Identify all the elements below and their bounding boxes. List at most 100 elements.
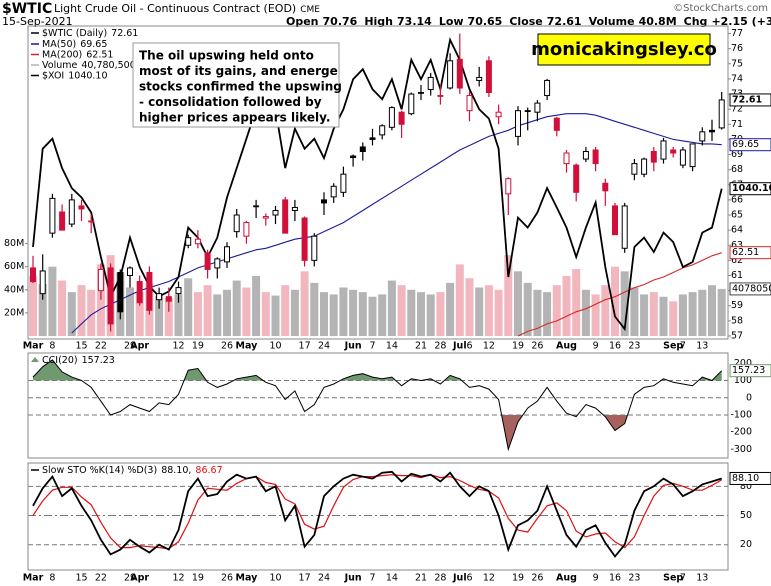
- candle-body: [301, 217, 308, 261]
- x-tick-label: 12: [172, 341, 184, 352]
- candle-body: [291, 206, 298, 211]
- candle-body: [185, 237, 192, 246]
- candle-body: [476, 76, 483, 81]
- stat-value: 73.14: [397, 15, 432, 28]
- candle-body: [631, 163, 638, 175]
- annotation-line: most of its gains, and energe: [139, 64, 338, 78]
- candle-body: [214, 258, 221, 269]
- legend-entry: MA(200) 62.51: [42, 49, 113, 60]
- candle-body: [679, 149, 686, 166]
- volume-bar: [543, 292, 552, 337]
- candle-body: [107, 267, 114, 325]
- candle-body: [30, 267, 36, 283]
- candle-body: [68, 199, 75, 225]
- x-tick-label: 8: [49, 341, 55, 352]
- volume-bar: [523, 282, 532, 337]
- x-tick-label: Mar: [23, 341, 44, 352]
- volume-bar: [397, 285, 406, 337]
- candle-body: [282, 199, 289, 234]
- volume-bar: [339, 287, 348, 337]
- panel-frame: [27, 352, 729, 459]
- volume-bar: [446, 282, 455, 337]
- legend-name: $XOI: [42, 70, 64, 81]
- candle-body: [612, 205, 618, 236]
- candle-body: [340, 173, 347, 193]
- candle-body: [204, 252, 211, 270]
- stats: Open 70.76 High 73.14 Low 70.65 Close 72.61 Volu…: [286, 15, 771, 28]
- volume-bar: [572, 269, 581, 337]
- candle-body: [311, 235, 318, 261]
- cci-tick-label: 0: [746, 392, 752, 403]
- series-line: [517, 252, 722, 337]
- x-tick-label: 24: [318, 573, 330, 584]
- volume-bar: [601, 285, 610, 337]
- stat-value: +2.15 (+3.05%): [711, 15, 771, 28]
- value-box: [729, 471, 771, 485]
- sto-tick-label: 80: [740, 481, 752, 492]
- candle-body: [544, 79, 551, 97]
- sto-legend: Slow STO %K(14) %D(3) 88.10, 86.67: [42, 465, 223, 476]
- volume-bar: [290, 289, 299, 337]
- candle-body: [524, 110, 531, 112]
- candle-body: [243, 222, 250, 237]
- x-tick-label: 7: [680, 573, 686, 584]
- candle-body: [97, 268, 104, 292]
- candle-body: [553, 117, 560, 131]
- x-tick-label: 16: [609, 573, 621, 584]
- price-tick-label: 72: [731, 104, 743, 115]
- volume-bar: [48, 266, 57, 337]
- x-tick-label: 13: [696, 341, 708, 352]
- sto-tick-label: 50: [740, 510, 752, 521]
- volume-bar: [494, 289, 503, 337]
- volume-bar: [630, 287, 639, 337]
- x-tick-label: 19: [512, 573, 524, 584]
- annotation-line: The oil upswing held onto: [139, 49, 314, 63]
- value-box: [729, 138, 771, 152]
- x-tick-label: 9: [593, 573, 599, 584]
- annotation-box: [132, 42, 340, 128]
- candle-body: [505, 178, 512, 195]
- legend-name: MA(50): [42, 39, 76, 50]
- candle-body: [369, 137, 376, 140]
- volume-bar: [96, 264, 105, 337]
- candle-body: [427, 76, 434, 91]
- panel-frame: [27, 462, 729, 571]
- x-tick-label: 14: [386, 341, 398, 352]
- x-tick-label: 29: [124, 341, 136, 352]
- value-box-label: 1040.10: [732, 183, 771, 194]
- stat-label: Close: [509, 15, 542, 28]
- volume-bar: [38, 284, 47, 337]
- candle-body: [418, 92, 424, 94]
- price-tick-label: 77: [731, 28, 743, 39]
- candle-body: [88, 220, 95, 223]
- x-tick-label: 6: [466, 573, 472, 584]
- price-tick-label: 66: [731, 194, 743, 205]
- volume-bar: [164, 297, 173, 337]
- volume-bar: [484, 285, 493, 337]
- legend-marker: [31, 357, 39, 362]
- candle-body: [592, 149, 599, 165]
- cci-tick-label: -100: [730, 409, 752, 420]
- x-tick-label: 23: [628, 341, 640, 352]
- candle-body: [495, 111, 502, 118]
- volume-bar: [407, 289, 416, 337]
- price-tick-label: 68: [731, 164, 743, 175]
- price-tick-label: 57: [731, 330, 743, 341]
- candle-body: [573, 164, 580, 193]
- x-tick-label: 12: [483, 341, 495, 352]
- x-tick-label: 12: [172, 573, 184, 584]
- x-tick-label: 10: [269, 341, 281, 352]
- volume-bar: [504, 255, 513, 337]
- description-text: Light Crude Oil - Continuous Contract (E…: [54, 2, 296, 15]
- candle-body: [127, 267, 133, 276]
- stat-value: 70.65: [468, 15, 503, 28]
- x-tick-label: 8: [49, 573, 55, 584]
- x-tick-label: 22: [95, 341, 107, 352]
- legend-value: 157.23: [82, 355, 115, 366]
- stat-value: 70.76: [323, 15, 358, 28]
- x-tick-label: 14: [386, 573, 398, 584]
- candle-body: [233, 214, 240, 233]
- price-tick-label: 64: [731, 225, 743, 236]
- x-tick-label: 19: [512, 341, 524, 352]
- candle-body: [379, 125, 386, 136]
